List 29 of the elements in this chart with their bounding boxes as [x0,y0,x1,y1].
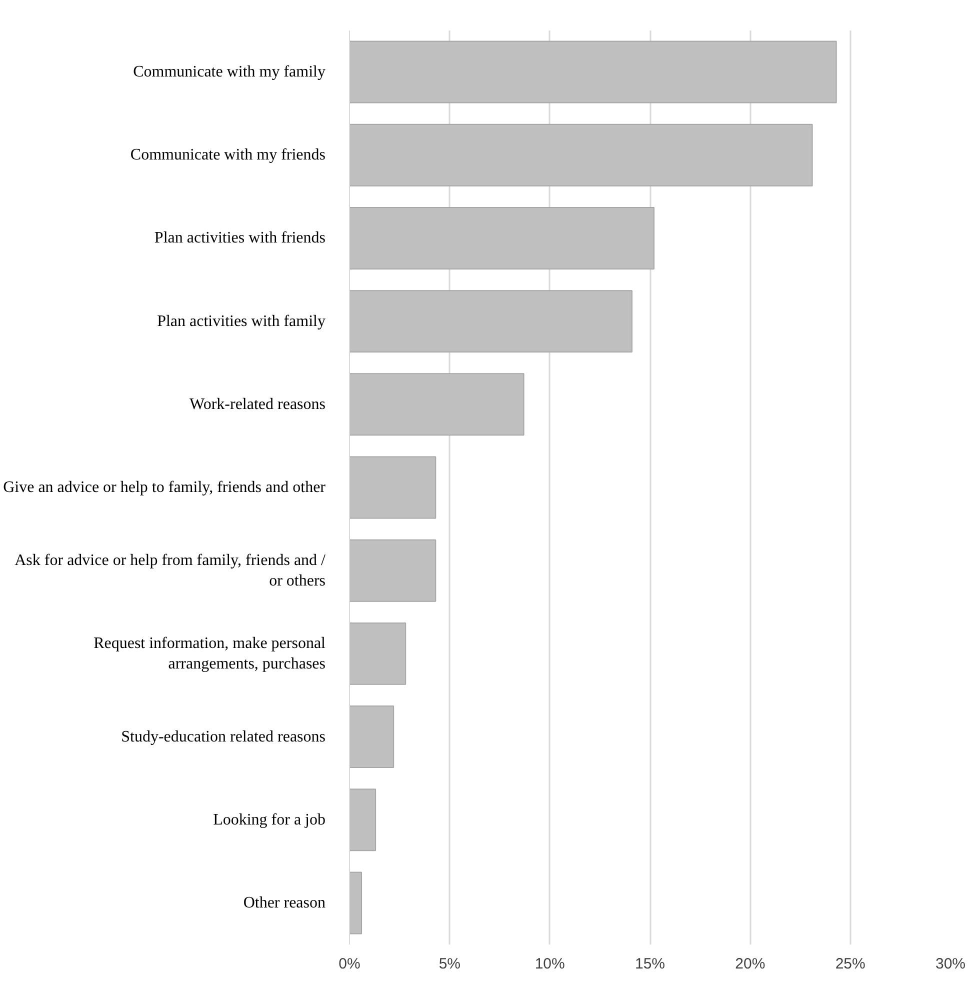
y-tick-label: Other reason [243,894,326,912]
bar [350,872,362,934]
bar [350,622,406,685]
x-tick-label: 25% [835,956,866,972]
x-tick-label: 0% [338,956,360,972]
y-tick-label: Request information, make personal arrangements, purchases [94,634,326,672]
y-tick-label: Study-education related reasons [121,728,326,746]
x-tick-label: 15% [634,956,666,972]
bar [350,373,524,436]
y-tick-label: Plan activities with family [157,312,326,330]
bar [350,40,837,104]
y-tick-label: Communicate with my friends [130,146,326,164]
x-tick-label: 10% [534,956,565,972]
bar [350,456,436,519]
y-tick-label: Plan activities with friends [154,230,326,247]
bar [350,206,655,270]
y-tick-label: Ask for advice or help from family, friends and / or others [14,552,326,590]
bar [350,788,376,852]
bar [350,539,436,602]
y-tick-label: Give an advice or help to family, friends and other [3,479,326,496]
y-tick-label: Communicate with my family [133,64,326,81]
bar [350,706,394,768]
x-tick-label: 20% [735,956,766,972]
y-tick-label: Work-related reasons [190,396,326,413]
bar [350,290,632,353]
x-tick-label: 5% [438,956,461,972]
y-tick-label: Looking for a job [213,811,326,828]
x-tick-label: 30% [935,956,966,972]
bar [350,124,813,186]
